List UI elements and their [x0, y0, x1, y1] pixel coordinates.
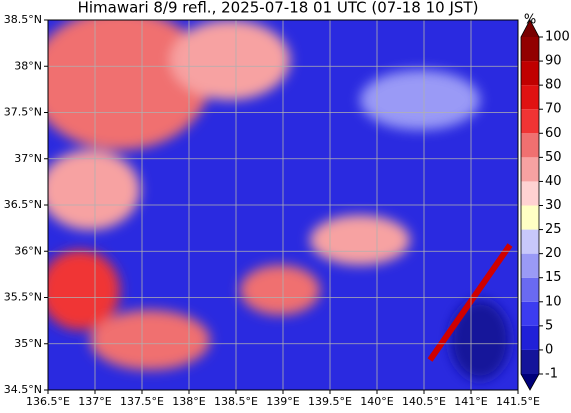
- y-tick-label: 35°N: [14, 337, 42, 350]
- x-tick-label: 140.5°E: [402, 395, 446, 408]
- colorbar-segment: [521, 109, 539, 134]
- x-tick-label: 136.5°E: [26, 395, 70, 408]
- colorbar-segment: [521, 205, 539, 230]
- colorbar-tick-label: 25: [545, 222, 562, 237]
- colorbar-segment: [521, 37, 539, 62]
- colorbar-segment: [521, 61, 539, 86]
- x-tick-label: 141°E: [454, 395, 487, 408]
- x-tick-label: 137.5°E: [120, 395, 164, 408]
- colorbar-tick-label: 40: [545, 174, 562, 189]
- colorbar-tick-label: 5: [545, 318, 553, 333]
- colorbar-tick-label: 100: [545, 30, 570, 45]
- colorbar-tick-label: 30: [545, 198, 562, 213]
- colorbar-segment: [521, 181, 539, 206]
- x-tick-label: 139°E: [266, 395, 299, 408]
- x-tick-label: 139.5°E: [308, 395, 352, 408]
- x-tick-label: 138°E: [172, 395, 205, 408]
- colorbar-tick-label: 60: [545, 126, 562, 141]
- y-tick-label: 38°N: [14, 59, 42, 72]
- colorbar-segment: [521, 277, 539, 302]
- colorbar-tick-label: -1: [545, 367, 558, 382]
- x-tick-label: 137°E: [78, 395, 111, 408]
- colorbar-tick-label: 0: [545, 342, 553, 357]
- colorbar-segment: [521, 325, 539, 350]
- y-tick-label: 38.5°N: [4, 13, 42, 26]
- colorbar-tick-label: 20: [545, 246, 562, 261]
- x-tick-label: 140°E: [360, 395, 393, 408]
- y-tick-label: 36.5°N: [4, 198, 42, 211]
- reflectance-field: [48, 20, 518, 390]
- colorbar-tick-label: 10: [545, 294, 562, 309]
- y-tick-label: 35.5°N: [4, 291, 42, 304]
- x-tick-label: 138.5°E: [214, 395, 258, 408]
- colorbar-segment: [521, 229, 539, 254]
- colorbar-segment: [521, 157, 539, 182]
- y-tick-label: 37.5°N: [4, 106, 42, 119]
- colorbar-segment: [521, 133, 539, 158]
- colorbar-segment: [521, 349, 539, 374]
- colorbar-tick-label: 15: [545, 270, 562, 285]
- chart-title: Himawari 8/9 refl., 2025-07-18 01 UTC (0…: [78, 0, 479, 17]
- colorbar-segment: [521, 85, 539, 110]
- x-tick-label: 141.5°E: [496, 395, 540, 408]
- colorbar-segment: [521, 253, 539, 278]
- colorbar-tick-label: 70: [545, 102, 562, 117]
- y-tick-label: 34.5°N: [4, 383, 42, 396]
- colorbar-tick-label: 50: [545, 150, 562, 165]
- colorbar-tick-label: 80: [545, 78, 562, 93]
- y-tick-label: 37°N: [14, 152, 42, 165]
- colorbar-tick-label: 90: [545, 54, 562, 69]
- plot-frame: [47, 19, 519, 391]
- colorbar-over: [521, 20, 539, 37]
- colorbar-under: [521, 374, 539, 390]
- colorbar-segment: [521, 301, 539, 326]
- y-tick-label: 36°N: [14, 244, 42, 257]
